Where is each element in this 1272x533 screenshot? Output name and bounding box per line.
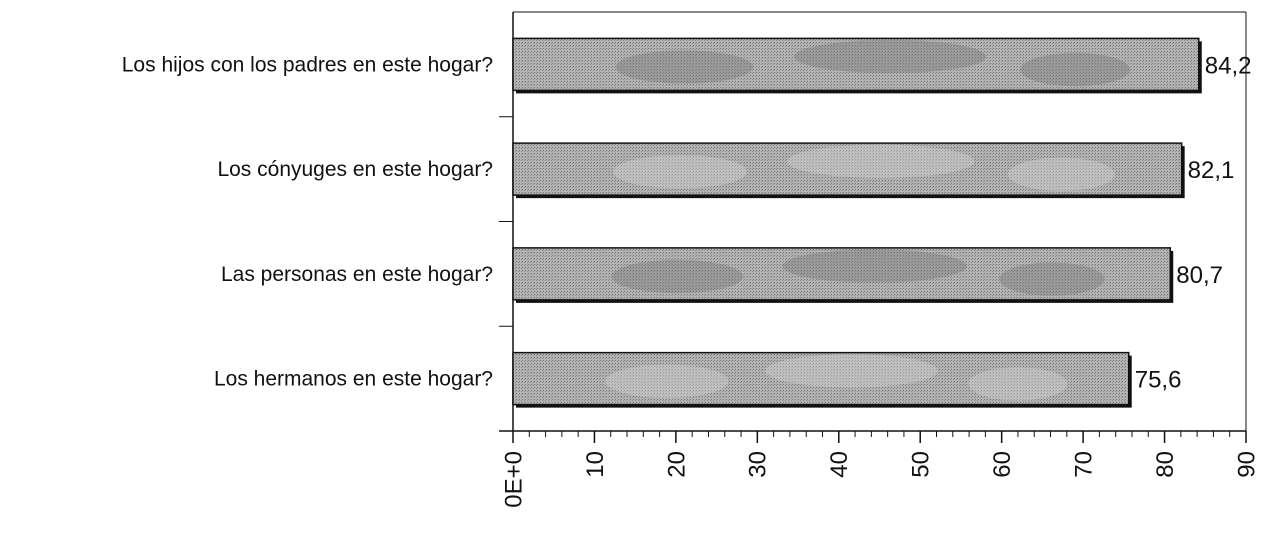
x-tick-label: 60 (989, 451, 1016, 478)
bar (512, 37, 1200, 92)
bar-texture (968, 367, 1068, 401)
bar-texture (1020, 52, 1131, 87)
bar-texture (999, 262, 1105, 296)
bar-texture (787, 144, 975, 178)
bar-texture (613, 155, 748, 189)
x-tick-label: 70 (1071, 451, 1098, 478)
bar-texture (794, 39, 987, 74)
x-tick-label: 20 (663, 451, 690, 478)
category-label: Los cónyuges en este hogar? (217, 158, 493, 181)
x-tick-label: 0E+0 (500, 451, 527, 508)
bar-texture (765, 354, 938, 388)
x-tick-label: 30 (745, 451, 772, 478)
bar (512, 247, 1172, 301)
bar (512, 142, 1183, 196)
bar-texture (1007, 157, 1115, 191)
value-label: 84,2 (1205, 52, 1252, 79)
category-label: Las personas en este hogar? (221, 263, 493, 286)
bar-texture (615, 50, 754, 84)
x-tick-label: 40 (826, 451, 853, 478)
x-tick-label: 80 (1152, 451, 1179, 478)
value-label: 82,1 (1188, 157, 1235, 184)
x-tick-label: 10 (582, 451, 609, 478)
bar-texture (782, 249, 967, 283)
bar-texture (605, 364, 729, 398)
value-label: 75,6 (1135, 367, 1182, 394)
value-label: 80,7 (1176, 262, 1223, 289)
category-label: Los hijos con los padres en este hogar? (122, 53, 493, 76)
x-tick-label: 50 (908, 451, 935, 478)
plot-area: Los hijos con los padres en este hogar? 8… (122, 11, 1260, 508)
bar (512, 351, 1130, 406)
x-tick-label: 90 (1233, 451, 1260, 478)
bar-texture (611, 259, 744, 294)
category-label: Los hermanos en este hogar? (214, 368, 493, 391)
